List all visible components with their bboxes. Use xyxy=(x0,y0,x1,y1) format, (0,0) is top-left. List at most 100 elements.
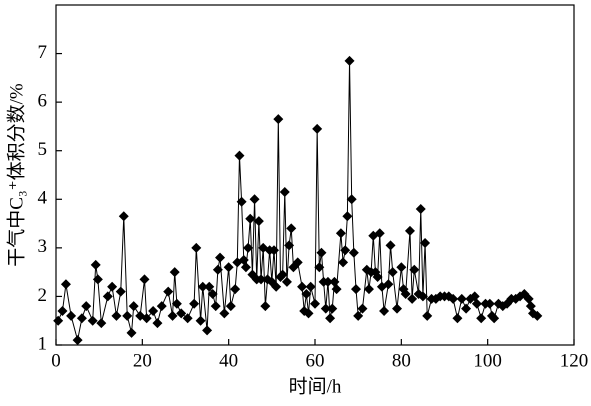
data-point xyxy=(245,213,256,224)
x-tick-label: 120 xyxy=(560,350,589,371)
data-point xyxy=(260,301,271,312)
y-axis-label: 干气中C₃⁺体积分数/% xyxy=(5,83,27,267)
data-point xyxy=(417,291,428,302)
data-point xyxy=(225,301,236,312)
data-point xyxy=(489,313,500,324)
data-point xyxy=(230,284,241,295)
data-point xyxy=(415,204,426,214)
data-point xyxy=(81,301,92,312)
data-point xyxy=(456,293,467,304)
data-point xyxy=(148,306,159,316)
data-point xyxy=(118,211,129,222)
data-point xyxy=(292,257,303,268)
data-point xyxy=(404,225,415,236)
data-point xyxy=(87,315,98,326)
data-point xyxy=(476,313,487,324)
data-point xyxy=(325,313,336,324)
y-tick-label: 4 xyxy=(38,188,48,209)
data-point xyxy=(422,310,433,321)
y-tick-label: 5 xyxy=(38,139,48,160)
data-point xyxy=(182,313,193,324)
data-point xyxy=(357,303,368,314)
data-point xyxy=(407,293,418,304)
data-point xyxy=(171,298,182,309)
x-tick-label: 100 xyxy=(473,350,502,371)
data-point xyxy=(169,267,180,278)
data-point xyxy=(176,308,187,319)
data-point xyxy=(191,242,202,253)
data-point xyxy=(372,272,383,282)
data-point xyxy=(484,298,495,309)
data-point xyxy=(471,298,482,309)
data-point xyxy=(215,252,226,263)
data-point xyxy=(141,313,152,324)
data-point xyxy=(238,255,249,265)
data-point xyxy=(90,259,101,270)
data-point xyxy=(111,310,122,321)
data-point xyxy=(338,257,349,268)
data-point xyxy=(284,240,295,251)
data-point xyxy=(392,303,403,314)
data-point xyxy=(322,276,333,287)
data-point xyxy=(107,281,118,292)
data-point xyxy=(202,325,213,336)
data-point xyxy=(346,194,357,205)
data-point xyxy=(139,274,150,285)
data-point xyxy=(314,262,325,273)
data-point xyxy=(303,308,314,319)
data-point xyxy=(286,223,297,234)
data-point xyxy=(312,123,323,134)
data-point xyxy=(126,327,137,338)
data-point xyxy=(240,262,251,273)
data-point xyxy=(344,55,355,66)
data-point xyxy=(57,306,68,316)
data-point xyxy=(379,306,390,316)
data-point xyxy=(327,303,338,314)
data-point xyxy=(115,286,126,297)
data-point xyxy=(76,313,87,324)
data-point xyxy=(523,293,534,304)
data-point xyxy=(197,281,208,292)
data-point xyxy=(223,262,234,273)
x-tick-label: 80 xyxy=(392,350,411,371)
data-point xyxy=(53,315,64,326)
y-tick-label: 1 xyxy=(38,333,48,354)
x-tick-label: 20 xyxy=(133,350,152,371)
data-point xyxy=(420,238,431,248)
data-point xyxy=(102,291,113,302)
y-tick-label: 2 xyxy=(38,285,48,306)
data-point xyxy=(128,301,139,312)
data-point xyxy=(351,284,362,295)
data-point xyxy=(452,313,463,324)
data-point xyxy=(310,298,320,309)
data-point xyxy=(249,194,260,205)
x-tick-label: 40 xyxy=(219,350,238,371)
data-point xyxy=(66,310,77,321)
data-point xyxy=(163,286,174,297)
data-point xyxy=(279,187,290,197)
data-point xyxy=(253,216,264,227)
data-point xyxy=(210,301,221,312)
data-point xyxy=(316,247,327,258)
data-point xyxy=(340,245,351,256)
data-point xyxy=(383,279,394,290)
data-point xyxy=(448,293,459,304)
data-point xyxy=(156,301,167,312)
data-point xyxy=(92,274,103,285)
data-point xyxy=(348,247,359,258)
data-point xyxy=(72,335,83,346)
data-point xyxy=(363,284,374,295)
y-tick-label: 6 xyxy=(38,91,48,112)
data-point xyxy=(219,308,230,319)
data-point xyxy=(532,310,543,321)
y-tick-label: 7 xyxy=(38,42,48,63)
data-point xyxy=(525,301,536,312)
x-tick-label: 0 xyxy=(51,350,61,371)
data-point xyxy=(320,303,331,314)
data-point xyxy=(167,310,178,321)
x-axis-label: 时间/h xyxy=(289,375,342,397)
data-point xyxy=(335,228,346,239)
data-point xyxy=(469,291,480,302)
x-tick-label: 60 xyxy=(306,350,325,371)
